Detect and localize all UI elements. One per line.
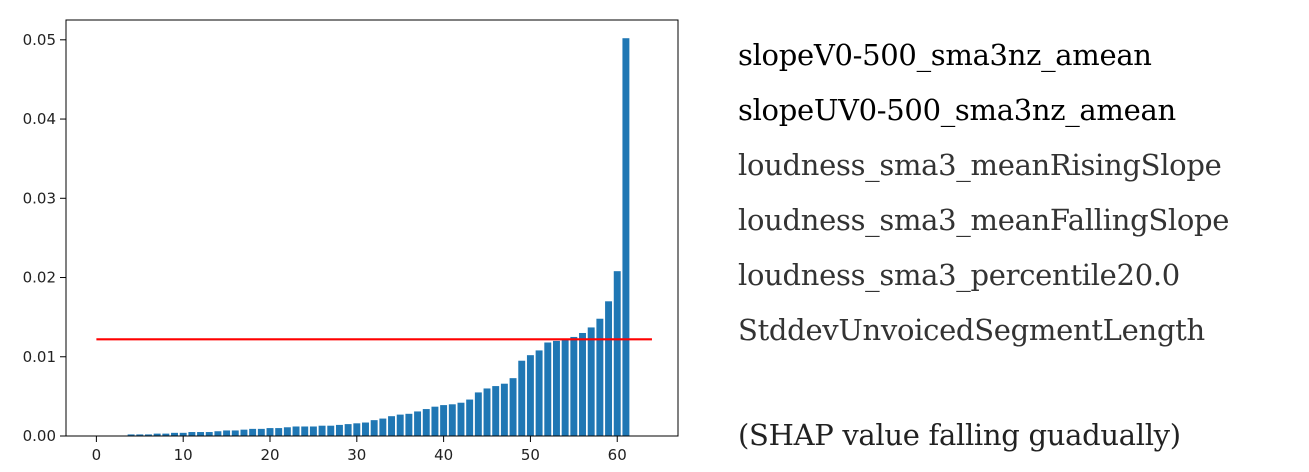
bar: [292, 426, 300, 436]
bar: [162, 433, 170, 436]
bar: [197, 432, 205, 436]
bar: [544, 342, 552, 436]
bar: [249, 428, 257, 436]
feature-item: slopeUV0-500_sma3nz_amean: [738, 93, 1176, 127]
bar: [353, 423, 361, 436]
bar: [440, 405, 448, 436]
bar: [240, 429, 248, 436]
feature-item: loudness_sma3_percentile20.0: [738, 258, 1180, 292]
bar: [214, 431, 222, 436]
bar: [318, 425, 326, 436]
y-tick-label: 0.02: [23, 269, 56, 287]
bar: [509, 378, 517, 436]
y-tick-label: 0.03: [23, 189, 56, 207]
bar: [405, 413, 413, 436]
bar: [500, 383, 508, 436]
y-tick-label: 0.00: [23, 427, 56, 445]
bar: [622, 38, 630, 436]
bar: [457, 402, 465, 436]
bar: [171, 432, 178, 436]
bar: [396, 414, 404, 436]
bar: [370, 420, 378, 436]
bar: [145, 434, 152, 436]
bar: [483, 388, 491, 436]
bar: [613, 271, 621, 436]
plot-frame: [65, 19, 679, 437]
bar: [587, 327, 595, 436]
y-tick-label: 0.05: [23, 31, 56, 49]
x-tick-label: 20: [260, 446, 279, 464]
x-tick-label: 10: [174, 446, 193, 464]
bar: [231, 430, 239, 436]
bar: [379, 418, 387, 436]
bar: [153, 433, 161, 436]
bar: [188, 432, 196, 436]
x-tick-label: 0: [92, 446, 102, 464]
feature-list: slopeV0-500_sma3nz_amean slopeUV0-500_sm…: [738, 28, 1309, 358]
bar: [414, 411, 422, 436]
bar: [570, 336, 578, 436]
bar: [179, 432, 187, 436]
bar: [344, 424, 352, 436]
bar: [136, 434, 144, 436]
bar: [561, 338, 569, 436]
x-tick-label: 60: [608, 446, 627, 464]
bar: [335, 424, 343, 436]
bar: [596, 318, 604, 436]
bar: [605, 301, 613, 436]
x-tick-label: 40: [434, 446, 453, 464]
bar: [518, 360, 526, 436]
bar: [422, 409, 430, 436]
y-tick-label: 0.01: [23, 348, 56, 366]
bar: [257, 428, 265, 436]
x-tick-label: 30: [347, 446, 366, 464]
bar: [327, 425, 335, 436]
bar: [448, 404, 456, 436]
bar: [223, 430, 231, 436]
bar: [266, 428, 274, 436]
bar: [362, 422, 369, 436]
y-tick-label: 0.04: [23, 110, 56, 128]
bar: [301, 426, 309, 436]
bar: [127, 434, 135, 436]
bar-chart: 0.00 0.01 0.02 0.03 0.04 0.05 0 10 20 30 40 50 60: [23, 19, 679, 464]
bar: [388, 416, 395, 436]
note-text: (SHAP value falling guadually): [738, 418, 1181, 452]
bar: [466, 399, 474, 436]
bar: [535, 350, 543, 436]
feature-item: loudness_sma3_meanFallingSlope: [738, 203, 1230, 237]
feature-item: StddevUnvoicedSegmentLength: [738, 313, 1205, 347]
x-tick-label: 50: [521, 446, 540, 464]
bar: [579, 332, 586, 436]
bar: [526, 355, 534, 436]
bar: [205, 432, 213, 436]
feature-item: slopeV0-500_sma3nz_amean: [738, 38, 1152, 72]
bar: [492, 386, 500, 436]
bar: [431, 406, 439, 436]
feature-item: loudness_sma3_meanRisingSlope: [738, 148, 1222, 182]
bar: [283, 427, 291, 436]
bar: [275, 428, 283, 436]
bar: [553, 340, 560, 436]
bar: [474, 392, 482, 436]
bar: [309, 426, 317, 436]
